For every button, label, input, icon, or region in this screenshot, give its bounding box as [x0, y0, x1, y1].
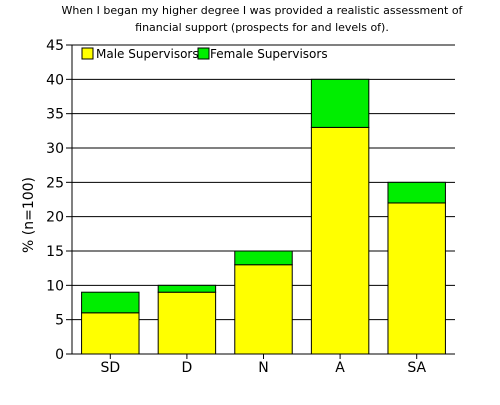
y-tick-labels: 0 5 10 15 20 25 30 35 40 45: [46, 38, 64, 363]
legend-swatch: [197, 47, 210, 60]
bar-sd-male-supervisors: [81, 312, 140, 355]
legend-swatch: [81, 47, 94, 60]
y-tick-label: 35: [46, 107, 64, 123]
bar-n-male-supervisors: [234, 264, 293, 355]
bar-d-male-supervisors: [157, 291, 217, 355]
x-tick-label: A: [335, 360, 345, 376]
x-tick-label: D: [182, 360, 193, 376]
y-tick-label: 0: [55, 347, 64, 363]
y-axis-label: % (n=100): [21, 177, 37, 253]
x-tick-label: SD: [100, 360, 120, 376]
y-tick-label: 45: [46, 38, 64, 54]
axes: [66, 44, 455, 359]
y-tick-label: 10: [46, 278, 64, 294]
x-tick-label: N: [258, 360, 268, 376]
bar-sd-female-supervisors: [81, 291, 140, 314]
legend-label: Female Supervisors: [210, 47, 328, 61]
bar-sa-female-supervisors: [387, 181, 446, 204]
legend-label: Male Supervisors: [96, 47, 199, 61]
x-tick-labels: SD D N A SA: [100, 360, 426, 376]
bar-a-female-supervisors: [310, 78, 370, 128]
bar-a-male-supervisors: [310, 126, 370, 355]
chart-title-line-1: When I began my higher degree I was prov…: [62, 4, 464, 17]
x-tick-label: SA: [407, 360, 426, 376]
bar-d-female-supervisors: [157, 284, 217, 293]
bar-n-female-supervisors: [234, 250, 293, 266]
legend: Male Supervisors Female Supervisors: [81, 47, 328, 61]
y-tick-label: 40: [46, 72, 64, 88]
bar-sa-male-supervisors: [387, 202, 446, 355]
y-tick-label: 15: [46, 244, 64, 260]
bars: [81, 78, 446, 355]
y-tick-label: 20: [46, 210, 64, 226]
y-tick-label: 5: [55, 313, 64, 329]
gridlines: [72, 44, 455, 321]
chart-title-line-2: financial support (prospects for and lev…: [135, 21, 389, 34]
chart-title: When I began my higher degree I was prov…: [62, 4, 464, 34]
y-tick-label: 30: [46, 141, 64, 157]
y-tick-label: 25: [46, 175, 64, 191]
